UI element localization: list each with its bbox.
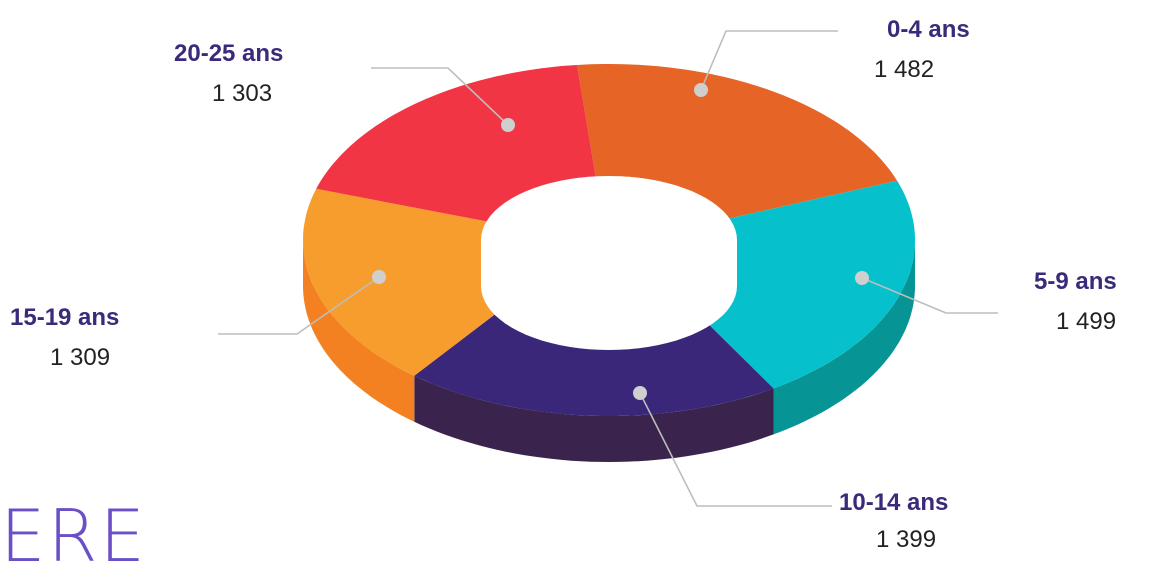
slice-value-20-25: 1 303 xyxy=(212,80,273,107)
leader-dot-5-9 xyxy=(855,271,869,285)
leader-line-20-25 xyxy=(371,67,509,126)
slice-0-4 xyxy=(577,64,898,219)
slice-5-9 xyxy=(677,180,915,389)
slice-outer-wall-5-9 xyxy=(773,240,915,435)
leader-line-0-4 xyxy=(700,30,838,91)
slice-value-5-9: 1 499 xyxy=(1056,308,1117,335)
slice-label-10-14: 10-14 ans xyxy=(839,489,949,516)
slice-value-15-19: 1 309 xyxy=(50,344,111,371)
leader-dot-20-25 xyxy=(501,118,515,132)
slice-label-5-9: 5-9 ans xyxy=(1034,268,1117,295)
slice-outer-wall-15-19 xyxy=(303,240,415,422)
donut-chart xyxy=(218,30,998,507)
slice-label-20-25: 20-25 ans xyxy=(174,40,284,67)
donut-hole xyxy=(481,176,737,350)
leader-line-15-19 xyxy=(218,276,380,335)
slice-label-0-4: 0-4 ans xyxy=(887,16,970,43)
slice-20-25 xyxy=(316,65,596,222)
leader-dot-0-4 xyxy=(694,83,708,97)
leader-line-10-14 xyxy=(639,392,832,507)
slice-label-15-19: 15-19 ans xyxy=(10,304,120,331)
leader-dot-10-14 xyxy=(633,386,647,400)
slice-outer-wall-10-14 xyxy=(414,375,774,462)
leader-dot-15-19 xyxy=(372,270,386,284)
slice-value-10-14: 1 399 xyxy=(876,526,937,553)
leader-line-5-9 xyxy=(861,277,998,314)
slice-value-0-4: 1 482 xyxy=(874,56,935,83)
partial-heading-text: ERE xyxy=(0,494,148,578)
slice-15-19 xyxy=(303,188,528,376)
